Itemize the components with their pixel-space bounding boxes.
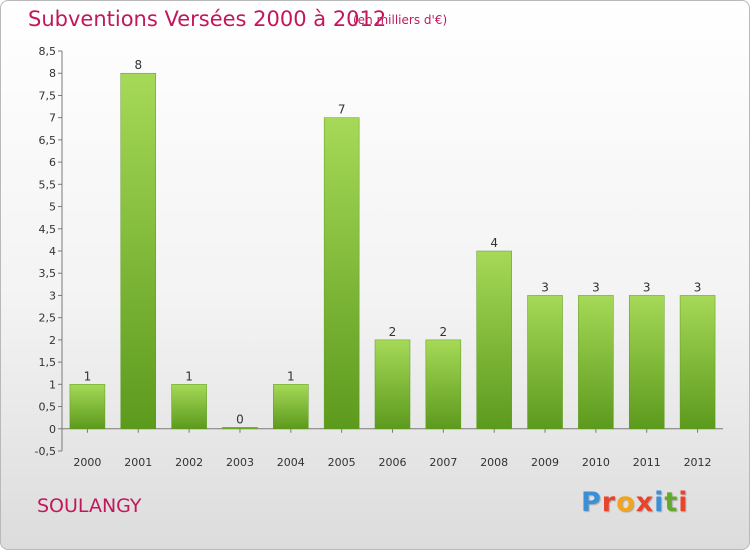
x-tick-label-2012: 2012 [684,456,712,469]
x-tick-label-2002: 2002 [175,456,203,469]
x-tick-label-2001: 2001 [124,456,152,469]
y-tick-label: 3 [49,289,56,302]
data-label-2009: 3 [541,280,549,294]
chart-title: Subventions Versées 2000 à 2012 [28,7,387,31]
y-tick-label: 8,5 [39,45,57,58]
bar-2003 [222,427,258,430]
x-tick-label-2008: 2008 [480,456,508,469]
bar-2002 [171,384,207,430]
bar-2004 [273,384,309,430]
y-tick-label: -0,5 [35,445,56,458]
logo-letter: t [664,487,679,518]
bar-2000 [69,384,106,430]
y-tick-label: 1,5 [39,356,57,369]
bar-2010 [578,295,614,430]
bar-2001 [120,72,157,430]
x-tick-label-2004: 2004 [277,456,305,469]
x-tick-label-2010: 2010 [582,456,610,469]
y-tick-label: 6 [49,156,56,169]
x-tick-label-2006: 2006 [379,456,407,469]
y-tick-label: 4 [49,245,56,258]
x-tick-label-2003: 2003 [226,456,254,469]
logo-letter: i [678,487,689,518]
y-tick-label: 5 [49,201,56,214]
y-tick-label: 8 [49,67,56,80]
x-tick-label-2005: 2005 [328,456,356,469]
logo-letter: P [581,487,602,518]
data-label-2006: 2 [389,325,397,339]
proxiti-logo: Proxiti [581,487,689,518]
bar-2009 [527,295,563,430]
logo-letter: r [601,487,617,518]
data-label-2004: 1 [287,369,295,383]
y-tick-label: 1 [49,378,56,391]
y-tick-label: 3,5 [39,267,57,280]
data-label-2010: 3 [592,280,600,294]
y-tick-label: 6,5 [39,134,57,147]
bar-2006 [374,339,411,430]
logo-letter: x [635,487,655,518]
chart-subtitle: (en milliers d'€) [353,13,448,27]
bar-2011 [628,295,665,430]
x-tick-label-2007: 2007 [429,456,457,469]
logo-letter: o [616,487,636,518]
x-tick-label-2009: 2009 [531,456,559,469]
x-tick-label-2011: 2011 [633,456,661,469]
data-label-2000: 1 [84,369,92,383]
y-tick-label: 0,5 [39,401,57,414]
y-tick-label: 0 [49,423,56,436]
data-label-2011: 3 [643,280,651,294]
bar-2007 [425,339,462,430]
y-tick-label: 2 [49,334,56,347]
x-tick-label-2000: 2000 [73,456,101,469]
y-tick-label: 2,5 [39,312,57,325]
bar-2005 [323,117,360,430]
data-label-2008: 4 [490,236,498,250]
commune-name: SOULANGY [37,495,142,517]
data-label-2005: 7 [338,103,346,117]
data-label-2012: 3 [694,280,702,294]
logo-letter: i [654,487,665,518]
bar-2008 [476,250,512,430]
y-tick-label: 5,5 [39,178,57,191]
data-label-2001: 8 [134,58,142,72]
y-tick-label: 4,5 [39,223,57,236]
data-label-2003: 0 [236,412,244,426]
data-label-2007: 2 [440,325,448,339]
bar-2012 [679,295,716,430]
data-label-2002: 1 [185,369,193,383]
y-tick-label: 7,5 [39,89,57,102]
y-tick-label: 7 [49,112,56,125]
